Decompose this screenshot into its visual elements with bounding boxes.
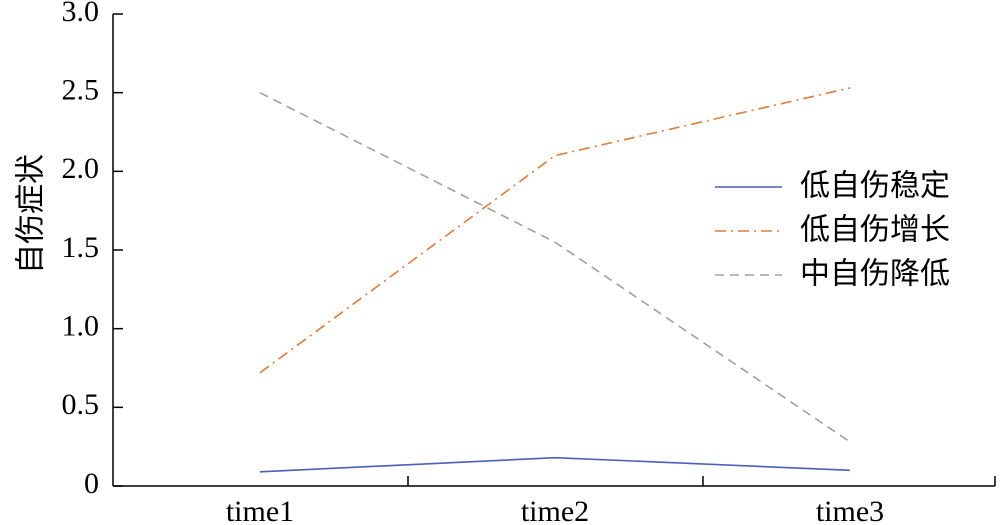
- y-tick-label: 1.5: [62, 231, 100, 264]
- series-line-1: [259, 87, 851, 374]
- y-tick-label: 3.0: [62, 0, 100, 28]
- y-tick-label: 2.5: [62, 74, 100, 107]
- x-tick-label: time1: [226, 495, 294, 525]
- legend-label-0: 低自伤稳定: [800, 169, 950, 204]
- y-tick-label: 2.0: [62, 152, 100, 185]
- x-tick-label: time2: [521, 495, 589, 525]
- y-axis-label: 自伤症状: [14, 154, 49, 274]
- legend-label-1: 低自伤增长: [800, 213, 950, 248]
- series-line-2: [259, 91, 851, 443]
- y-tick-label: 0: [84, 467, 99, 500]
- series-layer: [259, 87, 851, 473]
- y-tick-label: 1.0: [62, 310, 100, 343]
- y-tick-label: 0.5: [62, 388, 100, 421]
- x-tick-label: time3: [816, 495, 884, 525]
- series-line-0: [259, 456, 851, 473]
- axes: 0 0.5 1.0 1.5 2.0 2.5 3.0 time1 time2 time3: [62, 0, 996, 525]
- legend-label-2: 中自伤降低: [800, 257, 950, 292]
